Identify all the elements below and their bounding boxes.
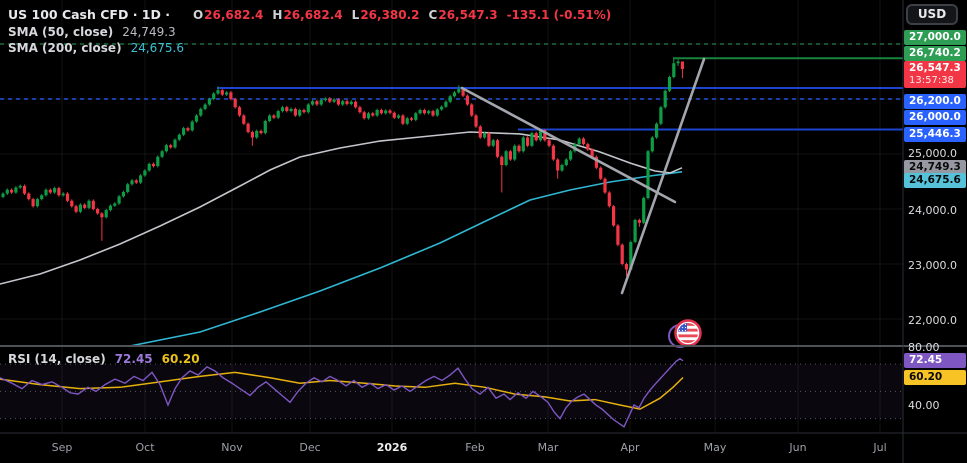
- uptrend-line: [620, 57, 706, 295]
- price-axis-label: 22,000.0: [908, 313, 957, 327]
- rsi-value: 72.45: [114, 352, 153, 366]
- price-level-badge: 26,000.0: [904, 110, 966, 126]
- ohlc-low: L26,380.2: [351, 8, 420, 22]
- sma50-value: 24,749.3: [122, 25, 176, 39]
- price-level-badge: 25,446.3: [904, 127, 966, 142]
- time-axis-label: Dec: [299, 441, 321, 454]
- price-level-badge: 26,200.0: [904, 93, 966, 109]
- symbol-legend: US 100 Cash CFD · 1D · O26,682.4 H26,682…: [8, 4, 611, 55]
- ohlc-open: O26,682.4: [192, 8, 264, 22]
- price-axis-label: 40.00: [908, 398, 940, 412]
- time-axis-label: May: [703, 441, 727, 454]
- sma50-line: [0, 131, 683, 285]
- rsi-label: RSI (14, close): [8, 352, 106, 366]
- time-axis[interactable]: Sep Oct Nov Dec 2026 Feb Mar Apr May Jun Jul: [0, 433, 903, 463]
- sma200-value: 24,675.6: [130, 41, 184, 55]
- time-axis-label: Mar: [537, 441, 559, 454]
- time-axis-label: Feb: [465, 441, 485, 454]
- downtrend-line: [460, 86, 677, 204]
- price-change: -135.1 (-0.51%): [506, 8, 612, 22]
- price-level-badge: 24,675.6: [904, 173, 966, 189]
- time-axis-label: Apr: [620, 441, 640, 454]
- price-level-badge: 72.45: [904, 353, 966, 369]
- price-axis-label: 23,000.0: [908, 258, 957, 272]
- price-axis[interactable]: 25,000.0 24,000.0 23,000.0 22,000.0 80.00 40.…: [903, 0, 967, 463]
- horizontal-level-lines[interactable]: [0, 43, 903, 131]
- sma50-label: SMA (50, close): [8, 25, 114, 39]
- sma200-line: [129, 171, 683, 346]
- price-axis-label: 80.00: [908, 340, 940, 354]
- sma200-label: SMA (200, close): [8, 41, 122, 55]
- price-level-badge: 27,000.0: [904, 29, 966, 45]
- price-level-badge: 24,749.3: [904, 160, 966, 175]
- trendlines[interactable]: [460, 57, 706, 295]
- symbol-title[interactable]: US 100 Cash CFD · 1D ·: [8, 7, 170, 22]
- sma50-legend-row[interactable]: SMA (50, close) 24,749.3: [8, 25, 611, 39]
- current-price-badge: 26,547.3 13:57:38: [904, 60, 966, 88]
- rsi-legend[interactable]: RSI (14, close) 72.45 60.20: [8, 352, 200, 366]
- price-level-badge: 26,740.2: [904, 46, 966, 62]
- price-axis-label: 24,000.0: [908, 203, 957, 217]
- candles: [1, 58, 684, 277]
- time-axis-label: 2026: [376, 441, 408, 454]
- time-axis-label: Nov: [221, 441, 243, 454]
- price-level-badge: 60.20: [904, 370, 966, 385]
- currency-button[interactable]: USD: [906, 4, 958, 25]
- rsi-pane: [0, 357, 903, 428]
- ohlc-high: H26,682.4: [272, 8, 343, 22]
- rsi-line: [0, 357, 684, 428]
- sma200-legend-row[interactable]: SMA (200, close) 24,675.6: [8, 41, 611, 55]
- current-price: 26,547.3: [909, 61, 961, 74]
- rsi-ma-line: [0, 371, 684, 410]
- bar-countdown-timer: 13:57:38: [909, 74, 954, 86]
- time-axis-label: Jul: [873, 441, 887, 454]
- symbol-row: US 100 Cash CFD · 1D · O26,682.4 H26,682…: [8, 4, 611, 23]
- us-flag-event-icon[interactable]: [668, 319, 702, 348]
- time-axis-label: Sep: [51, 441, 73, 454]
- rsi-ma-value: 60.20: [161, 352, 200, 366]
- time-axis-label: Jun: [789, 441, 807, 454]
- time-axis-label: Oct: [135, 441, 155, 454]
- moving-averages: [0, 131, 683, 346]
- ohlc-close: C26,547.3: [428, 8, 498, 22]
- price-axis-label: 25,000.0: [908, 147, 957, 160]
